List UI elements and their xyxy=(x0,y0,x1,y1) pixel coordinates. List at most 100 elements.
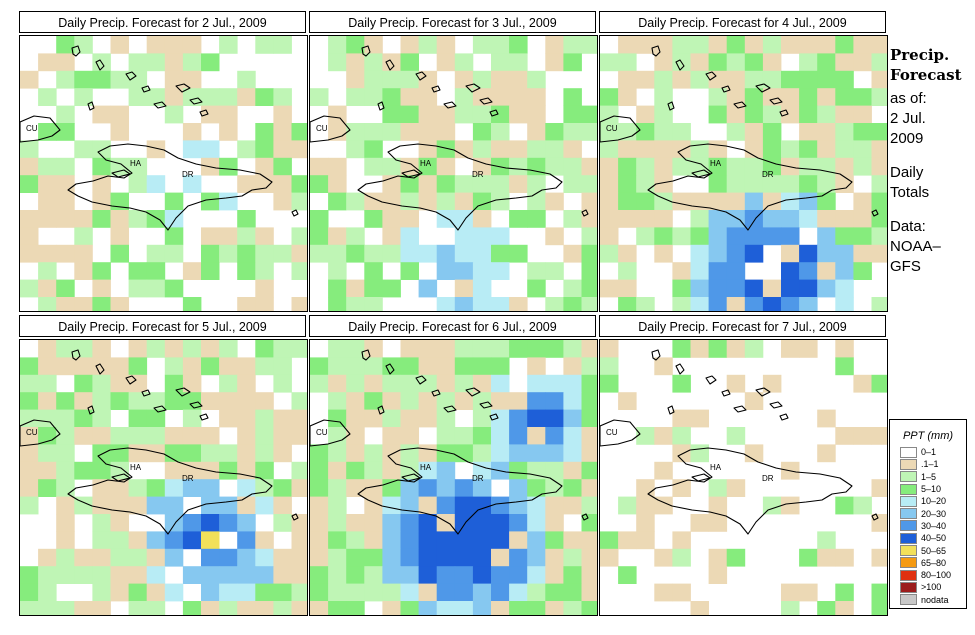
country-label-dominican_republic: DR xyxy=(762,170,774,179)
precip-cell xyxy=(255,461,274,480)
precip-cell xyxy=(400,374,419,393)
precip-cell xyxy=(835,297,854,311)
precip-cell xyxy=(871,36,887,54)
country-label-dominican_republic: DR xyxy=(472,170,484,179)
precip-cell xyxy=(636,227,655,246)
precip-cell xyxy=(400,70,419,89)
precip-cell xyxy=(472,279,492,298)
precip-cell xyxy=(38,175,57,193)
precip-cell xyxy=(654,583,673,602)
precip-cell xyxy=(346,444,365,463)
country-label-dominican_republic: DR xyxy=(182,474,194,483)
precip-cell xyxy=(491,427,510,445)
precip-cell xyxy=(400,105,419,124)
precip-cell xyxy=(744,340,764,358)
precip-cell xyxy=(328,262,347,280)
precip-cell xyxy=(346,392,365,410)
precip-cell xyxy=(491,514,510,532)
precip-cell xyxy=(92,601,111,615)
precip-cell xyxy=(400,357,419,376)
precip-cell xyxy=(92,531,111,550)
precip-cell xyxy=(418,374,438,393)
precip-cell xyxy=(364,279,383,298)
precip-cell xyxy=(346,297,365,311)
precip-cell xyxy=(38,566,57,584)
precip-cell xyxy=(364,566,383,584)
precip-cell xyxy=(799,340,818,358)
precip-cell xyxy=(509,409,528,428)
precip-cell xyxy=(618,244,637,263)
precip-cell xyxy=(491,496,510,515)
precip-cell xyxy=(38,157,57,176)
precip-cell xyxy=(38,392,57,410)
precip-cell xyxy=(545,53,564,72)
precip-cell xyxy=(744,140,764,159)
precip-cell xyxy=(328,157,347,176)
precip-cell xyxy=(400,601,419,615)
precip-cell xyxy=(255,566,274,584)
precip-cell xyxy=(817,123,836,141)
precip-cell xyxy=(56,496,75,515)
precip-cell xyxy=(128,566,148,584)
hispaniola-outline xyxy=(67,143,273,231)
precip-cell xyxy=(527,175,546,193)
precip-cell xyxy=(654,357,673,376)
hispaniola-outline xyxy=(67,447,273,535)
precip-cell xyxy=(835,244,854,263)
precip-cell xyxy=(291,479,307,497)
precip-cell xyxy=(201,548,220,567)
precip-cell xyxy=(545,461,564,480)
precip-cell xyxy=(545,140,564,159)
precip-cell xyxy=(527,357,546,376)
precip-cell xyxy=(291,427,307,445)
hispaniola-outline xyxy=(647,447,853,535)
precip-cell xyxy=(328,340,347,358)
precip-cell xyxy=(164,514,184,532)
precip-cell xyxy=(563,357,582,376)
island-outline xyxy=(385,363,395,375)
precip-cell xyxy=(418,279,438,298)
precip-cell xyxy=(527,461,546,480)
precip-cell xyxy=(454,140,474,159)
island-outline xyxy=(705,71,717,81)
panel-title: Daily Precip. Forecast for 7 Jul., 2009 xyxy=(599,315,886,337)
precip-cell xyxy=(672,70,691,89)
precip-cell xyxy=(853,427,872,445)
precip-cell xyxy=(255,227,274,246)
precip-cell xyxy=(708,297,728,311)
precip-cell xyxy=(871,210,887,228)
precip-cell xyxy=(672,374,691,393)
precip-cell xyxy=(491,36,510,54)
precip-cell xyxy=(672,531,691,550)
precip-cell xyxy=(110,297,129,311)
legend-item: 40–50 xyxy=(900,532,966,544)
precip-cell xyxy=(255,88,274,106)
precip-cell xyxy=(92,566,111,584)
precip-cell xyxy=(454,340,474,358)
precip-cell xyxy=(436,140,456,159)
precip-cell xyxy=(726,123,746,141)
precip-cell xyxy=(400,583,419,602)
precip-cell xyxy=(509,427,528,445)
precip-cell xyxy=(237,548,256,567)
precip-cell xyxy=(654,227,673,246)
precip-cell xyxy=(110,514,129,532)
cuba-outline xyxy=(20,419,61,447)
precip-cell xyxy=(328,175,347,193)
precip-cell xyxy=(472,36,492,54)
precip-cell xyxy=(527,340,546,358)
precip-cell xyxy=(255,262,274,280)
precip-cell xyxy=(545,262,564,280)
precip-cell xyxy=(328,514,347,532)
precip-cell xyxy=(237,461,256,480)
precip-cell xyxy=(799,175,818,193)
precip-cell xyxy=(146,175,166,193)
precip-cell xyxy=(726,227,746,246)
precip-cell xyxy=(454,192,474,211)
legend-swatch xyxy=(900,569,917,581)
precip-cell xyxy=(600,105,619,124)
precip-cell xyxy=(581,601,597,615)
country-label-cuba: CU xyxy=(26,428,38,437)
precip-cell xyxy=(20,409,39,428)
precip-cell xyxy=(110,210,129,228)
